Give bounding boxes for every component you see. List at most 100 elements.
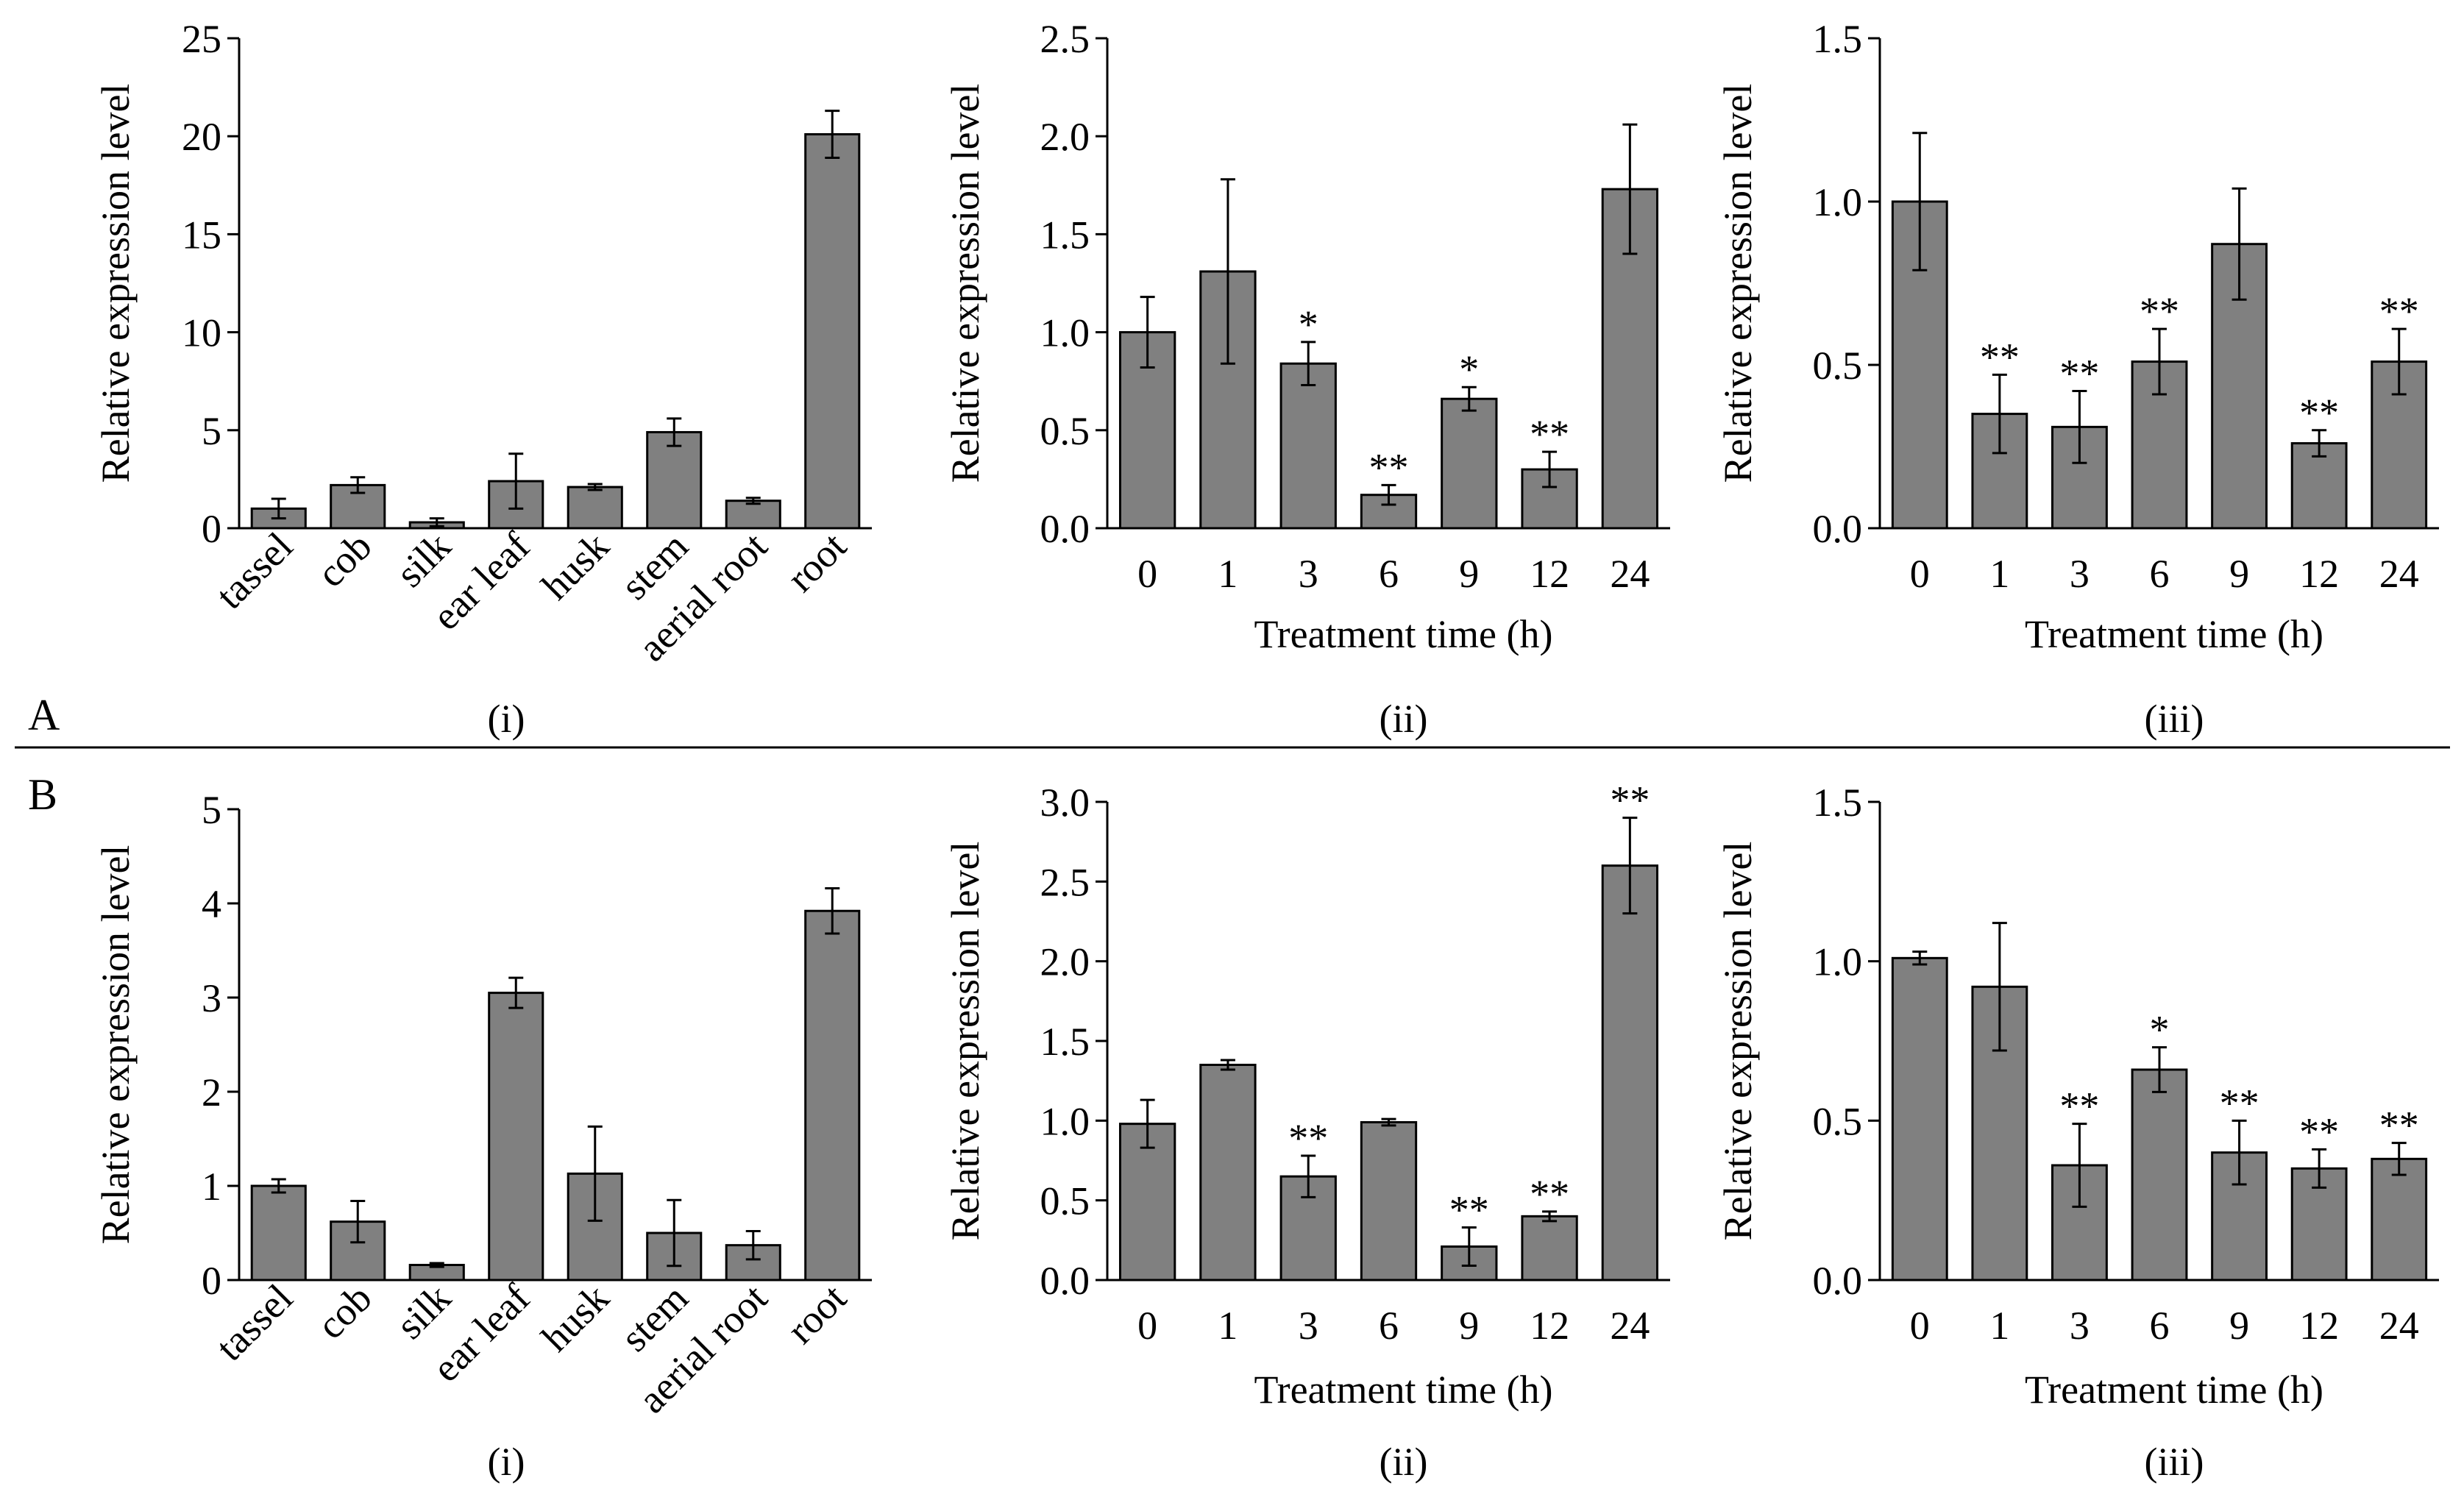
bar	[646, 430, 703, 530]
bar	[2371, 1157, 2428, 1282]
x-tick-label: 9	[1459, 552, 1479, 596]
y-tick-label: 0.0	[1040, 1259, 1090, 1303]
significance-marker: **	[1369, 445, 1409, 489]
x-tick-label: 12	[1530, 552, 1569, 596]
x-tick-label: 24	[1610, 552, 1650, 596]
bar	[488, 992, 544, 1282]
y-tick-label: 0.5	[1040, 409, 1090, 453]
x-tick-label: 0	[1910, 1304, 1930, 1348]
y-tick-label: 4	[202, 882, 221, 926]
x-tick-label: 24	[2379, 552, 2419, 596]
x-tick-label: 3	[1299, 1304, 1318, 1348]
x-tick-label: 12	[1530, 1304, 1569, 1348]
significance-marker: **	[1449, 1188, 1489, 1232]
y-tick-label: 1.0	[1813, 940, 1863, 984]
significance-marker: *	[1299, 302, 1318, 346]
x-tick-label: 0	[1910, 552, 1930, 596]
x-tick-label: 3	[2070, 1304, 2090, 1348]
y-tick-label: 0.0	[1813, 507, 1863, 551]
x-tick-label: 0	[1137, 1304, 1157, 1348]
x-tick-label: 3	[2070, 552, 2090, 596]
bar	[2131, 1068, 2188, 1282]
significance-marker: **	[1530, 1172, 1569, 1216]
y-tick-label: 1.0	[1040, 311, 1090, 355]
x-tick-label: 6	[1379, 1304, 1399, 1348]
y-tick-label: 5	[202, 788, 221, 832]
bar	[1360, 1121, 1418, 1282]
y-tick-label: 1.5	[1813, 17, 1863, 61]
x-axis-label: Treatment time (h)	[1254, 612, 1553, 656]
bar	[250, 1184, 307, 1282]
subpanel-label: (iii)	[2145, 697, 2204, 741]
x-tick-label: 1	[1218, 552, 1238, 596]
significance-marker: **	[2379, 1103, 2419, 1148]
y-tick-label: 20	[182, 115, 221, 159]
x-tick-label: 6	[2150, 1304, 2170, 1348]
x-tick-label: 9	[2229, 1304, 2249, 1348]
x-tick-label: 24	[1610, 1304, 1650, 1348]
chart-a-ii: 0.0 0.5 1.0 1.5 2.0 2.5 Relative expression le…	[943, 17, 1670, 741]
y-tick-label: 3	[202, 976, 221, 1020]
bar	[725, 500, 781, 530]
significance-marker: **	[2299, 391, 2339, 435]
x-tick-label: 24	[2379, 1304, 2419, 1348]
significance-marker: **	[2140, 289, 2179, 333]
significance-marker: **	[1610, 778, 1650, 822]
chart-b-ii: 0.0 0.5 1.0 1.5 2.0 2.5 3.0 Relative expression…	[943, 778, 1670, 1484]
bar	[804, 133, 861, 530]
significance-marker: **	[1530, 412, 1569, 456]
bar	[1891, 956, 1948, 1282]
y-axis-label: Relative expression level	[93, 845, 138, 1245]
bar	[1279, 362, 1337, 530]
bar	[804, 909, 861, 1282]
y-axis-label: Relative expression level	[943, 842, 987, 1241]
significance-marker: **	[2059, 352, 2099, 396]
y-axis-label: Relative expression level	[943, 84, 987, 483]
x-tick-label: 12	[2299, 1304, 2339, 1348]
bar	[1441, 397, 1498, 530]
y-tick-label: 1.5	[1040, 213, 1090, 257]
bar	[567, 486, 623, 530]
y-tick-label: 10	[182, 311, 221, 355]
significance-marker: **	[2059, 1084, 2099, 1128]
x-tick-label: 9	[2229, 552, 2249, 596]
y-tick-label: 1.0	[1813, 180, 1863, 224]
panel-label-b: B	[28, 770, 57, 819]
x-tick-label: 0	[1137, 552, 1157, 596]
y-tick-label: 1.5	[1813, 781, 1863, 825]
y-tick-label: 25	[182, 17, 221, 61]
y-tick-label: 2.0	[1040, 115, 1090, 159]
subpanel-label: (ii)	[1380, 1440, 1428, 1484]
y-tick-label: 1.5	[1040, 1020, 1090, 1064]
y-tick-label: 3.0	[1040, 781, 1090, 825]
bar	[1601, 864, 1659, 1282]
y-tick-label: 2.5	[1040, 860, 1090, 904]
chart-b-iii: 0.0 0.5 1.0 1.5 Relative expression level 0 1 *…	[1716, 781, 2439, 1484]
x-tick-label: 3	[1299, 552, 1318, 596]
chart-a-iii: 0.0 0.5 1.0 1.5 Relative expression level 0 **…	[1716, 17, 2439, 741]
x-axis-label: Treatment time (h)	[1254, 1368, 1553, 1412]
y-tick-label: 2.5	[1040, 17, 1090, 61]
subpanel-label: (ii)	[1380, 697, 1428, 741]
x-tick-label: 1	[1989, 1304, 2009, 1348]
y-axis-label: Relative expression level	[1716, 84, 1760, 483]
x-axis-label: Treatment time (h)	[2025, 1368, 2323, 1412]
significance-marker: **	[1288, 1116, 1328, 1160]
x-tick-label: 9	[1459, 1304, 1479, 1348]
y-tick-label: 0.5	[1813, 1099, 1863, 1143]
y-tick-label: 1	[202, 1165, 221, 1209]
y-tick-label: 0	[202, 507, 221, 551]
y-axis-label: Relative expression level	[1716, 842, 1760, 1241]
bar	[2051, 425, 2108, 530]
y-tick-label: 1.0	[1040, 1099, 1090, 1143]
subpanel-label: (iii)	[2145, 1440, 2204, 1484]
significance-marker: *	[2150, 1008, 2170, 1052]
panel-label-a: A	[28, 691, 60, 739]
y-tick-label: 15	[182, 213, 221, 257]
y-tick-label: 2	[202, 1070, 221, 1115]
significance-marker: **	[1980, 335, 2020, 379]
significance-marker: **	[2220, 1081, 2259, 1125]
y-tick-label: 0.0	[1040, 507, 1090, 551]
